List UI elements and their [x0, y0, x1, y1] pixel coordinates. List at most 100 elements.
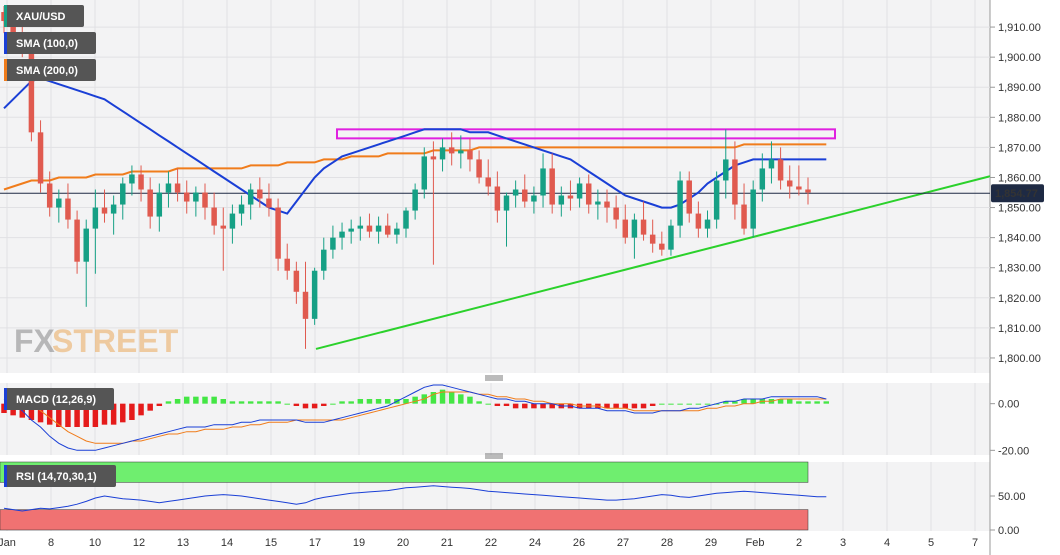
macd-histogram-bar: [732, 401, 738, 404]
macd-chart: [1, 384, 830, 451]
candle-body: [394, 228, 400, 235]
candle-body: [522, 189, 528, 202]
macd-histogram-bar: [640, 403, 647, 409]
x-tick-label: 21: [441, 537, 453, 549]
resize-handle-2[interactable]: [485, 453, 503, 459]
macd-histogram-bar: [275, 401, 281, 404]
macd-histogram-bar: [302, 403, 309, 409]
candle-body: [403, 210, 409, 229]
candle: [74, 210, 80, 274]
candle-body: [677, 180, 683, 226]
macd-histogram-bar: [631, 403, 638, 409]
legend-sma100[interactable]: SMA (100,0): [4, 32, 96, 54]
candle: [339, 222, 345, 250]
candle: [796, 165, 802, 196]
candle-body: [156, 192, 163, 217]
macd-histogram-bar: [247, 401, 254, 404]
candle-body: [147, 189, 153, 217]
candle: [595, 189, 601, 220]
candle-body: [183, 192, 190, 202]
macd-histogram-bar: [46, 403, 53, 425]
macd-histogram-bar: [540, 403, 546, 409]
macd-histogram-bar: [174, 399, 181, 404]
candle-body: [311, 270, 318, 319]
macd-histogram-bar: [750, 399, 756, 404]
macd-histogram-bar: [384, 399, 391, 404]
candle-body: [512, 189, 519, 196]
candle-body: [595, 201, 601, 205]
candle: [101, 189, 108, 223]
candle: [174, 168, 181, 202]
candle: [585, 174, 592, 214]
x-tick-label: 24: [529, 537, 541, 549]
legend-macd[interactable]: MACD (12,26,9): [4, 388, 114, 410]
resize-handle-1[interactable]: [485, 375, 503, 381]
candle-body: [74, 219, 80, 262]
x-tick-label: 7: [972, 537, 978, 549]
macd-histogram-bar: [257, 401, 263, 404]
candle-body: [165, 183, 172, 193]
macd-histogram-bar: [796, 401, 802, 404]
candle: [56, 189, 62, 223]
macd-line: [3, 384, 827, 451]
macd-histogram-bar: [211, 396, 217, 404]
candle-body: [540, 168, 546, 196]
candle-body: [631, 219, 638, 238]
legend-sma200[interactable]: SMA (200,0): [4, 59, 96, 81]
candle-body: [531, 195, 537, 202]
macd-histogram-bar: [366, 399, 373, 404]
candle: [412, 183, 418, 220]
candle-body: [110, 204, 117, 214]
macd-histogram-bar: [339, 401, 345, 404]
candle: [238, 195, 245, 226]
candle: [732, 141, 738, 220]
candle: [183, 180, 190, 214]
macd-histogram-bar: [138, 403, 144, 416]
legend-xauusd[interactable]: XAU/USD: [4, 5, 84, 27]
macd-histogram-bar: [448, 392, 455, 404]
candle: [448, 132, 455, 166]
watermark: FX STREET: [14, 323, 179, 359]
candle-body: [777, 159, 784, 181]
candle: [92, 189, 99, 274]
y-tick-label: 1,850.00: [998, 203, 1041, 215]
candle: [321, 237, 327, 280]
candle: [403, 207, 409, 238]
macd-histogram-bar: [686, 403, 692, 405]
legend-rsi[interactable]: RSI (14,70,30,1): [4, 465, 116, 487]
macd-histogram-bar: [823, 401, 830, 404]
macd-histogram-bar: [330, 403, 336, 405]
x-tick-label: Jan: [0, 537, 16, 549]
candle: [622, 204, 629, 244]
candle-body: [366, 225, 373, 232]
macd-histogram-bar: [110, 403, 117, 425]
candle-body: [448, 147, 455, 154]
macd-histogram-bar: [311, 403, 318, 409]
candle: [138, 165, 144, 202]
candle: [723, 129, 729, 199]
macd-histogram-bar: [723, 401, 729, 404]
x-tick-label: 13: [177, 537, 189, 549]
candle-body: [257, 189, 263, 199]
candle: [649, 219, 656, 253]
y-tick-label: 1,900.00: [998, 52, 1041, 64]
resistance-zone: [336, 128, 836, 140]
candle-body: [220, 225, 227, 229]
candle: [485, 159, 491, 196]
candle: [348, 219, 354, 244]
candle: [522, 174, 528, 208]
macd-histogram-bar: [165, 401, 172, 404]
rsi-overbought-zone: [0, 461, 809, 483]
candle: [677, 171, 683, 238]
candle-body: [695, 213, 702, 229]
ascending-trendline: [315, 175, 991, 350]
macd-histogram-bar: [156, 403, 163, 406]
x-tick-label: 3: [840, 537, 846, 549]
candle-body: [266, 198, 272, 208]
candle: [394, 222, 400, 244]
candle-body: [65, 198, 71, 220]
candle: [375, 216, 382, 244]
macd-histogram-bar: [238, 401, 245, 404]
candle-body: [28, 48, 35, 133]
